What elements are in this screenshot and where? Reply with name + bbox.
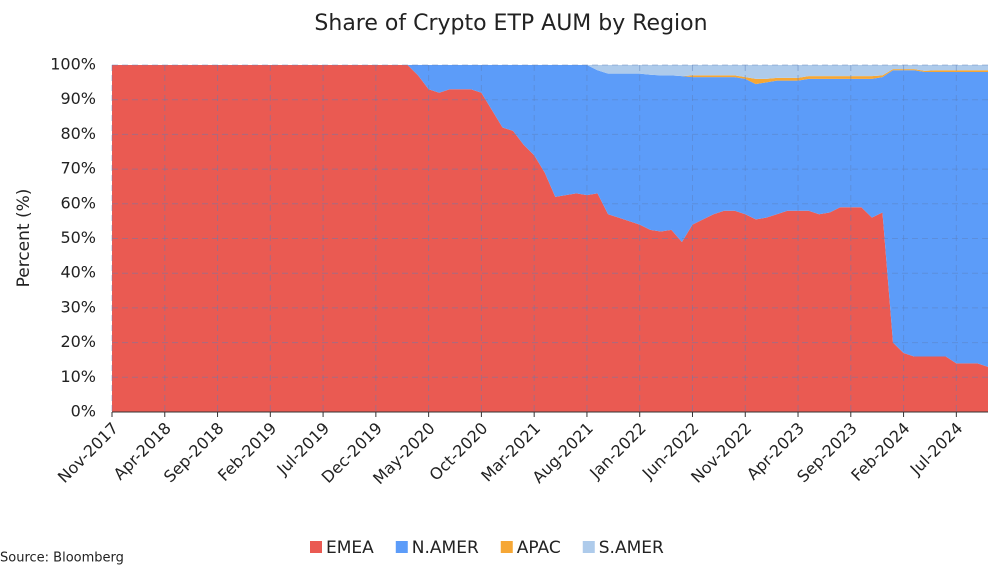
y-tick-label: 10% (60, 367, 96, 386)
legend-swatch (310, 541, 322, 553)
y-tick-label: 20% (60, 332, 96, 351)
chart-title: Share of Crypto ETP AUM by Region (314, 11, 707, 36)
y-tick-label: 40% (60, 263, 96, 282)
legend-swatch (582, 541, 595, 553)
area (112, 65, 988, 79)
area (112, 65, 988, 85)
y-tick-label: 60% (60, 193, 96, 212)
y-tick-label: 50% (60, 228, 96, 247)
legend-swatch (395, 541, 408, 553)
y-tick-label: 0% (71, 402, 96, 421)
x-tick-label: Jan-2022 (585, 419, 649, 483)
x-tick-label: Jul-2024 (906, 419, 967, 480)
legend-label: S.AMER (599, 538, 664, 558)
y-tick-label: 90% (60, 89, 96, 108)
y-tick-label: 100% (50, 55, 96, 74)
legend-label: N.AMER (412, 538, 479, 558)
y-tick-label: 80% (60, 124, 96, 143)
source-note: Source: Bloomberg (0, 551, 124, 565)
legend-label: APAC (517, 538, 561, 558)
y-axis-label: Percent (%) (14, 189, 34, 288)
y-tick-label: 70% (60, 159, 96, 178)
y-tick-label: 30% (60, 297, 96, 316)
area (112, 65, 988, 412)
area (112, 65, 988, 367)
x-tick-label: Nov-2017 (54, 419, 122, 487)
legend-label: EMEA (326, 538, 374, 558)
legend-swatch (500, 541, 513, 553)
